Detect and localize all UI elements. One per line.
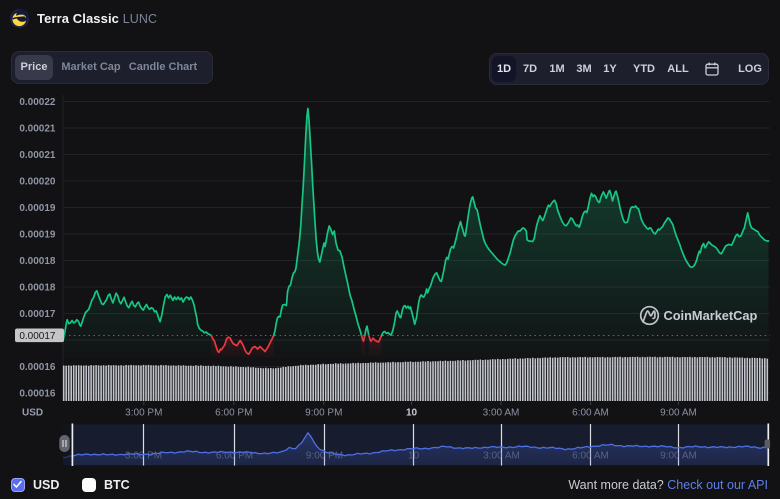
svg-text:0.00018: 0.00018 bbox=[19, 256, 56, 267]
svg-text:0.00017: 0.00017 bbox=[19, 309, 56, 320]
svg-text:0.00022: 0.00022 bbox=[19, 97, 56, 108]
svg-text:0.00018: 0.00018 bbox=[19, 283, 56, 294]
svg-text:0.00020: 0.00020 bbox=[19, 177, 56, 188]
svg-text:USD: USD bbox=[22, 408, 43, 419]
svg-text:0.00021: 0.00021 bbox=[19, 150, 56, 161]
svg-text:6:00 AM: 6:00 AM bbox=[572, 408, 609, 419]
svg-text:3:00 AM: 3:00 AM bbox=[483, 408, 520, 419]
svg-text:0.00016: 0.00016 bbox=[19, 362, 56, 373]
svg-text:0.00019: 0.00019 bbox=[19, 230, 56, 241]
svg-text:9:00 AM: 9:00 AM bbox=[660, 408, 697, 419]
svg-text:CoinMarketCap: CoinMarketCap bbox=[664, 308, 758, 323]
svg-text:9:00 PM: 9:00 PM bbox=[305, 408, 342, 419]
svg-text:0.00021: 0.00021 bbox=[19, 124, 56, 135]
svg-text:0.00019: 0.00019 bbox=[19, 203, 56, 214]
svg-text:6:00 PM: 6:00 PM bbox=[215, 408, 252, 419]
svg-text:0.00016: 0.00016 bbox=[19, 389, 56, 400]
svg-text:0.00017: 0.00017 bbox=[19, 331, 56, 342]
svg-text:3:00 PM: 3:00 PM bbox=[125, 408, 162, 419]
svg-text:10: 10 bbox=[406, 408, 418, 419]
